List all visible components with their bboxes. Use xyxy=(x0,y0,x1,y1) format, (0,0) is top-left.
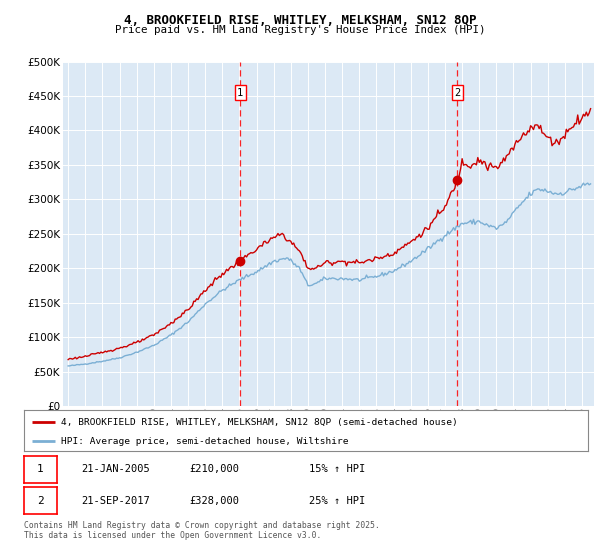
Text: 4, BROOKFIELD RISE, WHITLEY, MELKSHAM, SN12 8QP: 4, BROOKFIELD RISE, WHITLEY, MELKSHAM, S… xyxy=(124,14,476,27)
Text: 21-JAN-2005: 21-JAN-2005 xyxy=(81,464,150,474)
Text: 4, BROOKFIELD RISE, WHITLEY, MELKSHAM, SN12 8QP (semi-detached house): 4, BROOKFIELD RISE, WHITLEY, MELKSHAM, S… xyxy=(61,418,457,427)
Text: 2: 2 xyxy=(37,496,44,506)
Text: 21-SEP-2017: 21-SEP-2017 xyxy=(81,496,150,506)
Text: 1: 1 xyxy=(37,464,44,474)
Text: £328,000: £328,000 xyxy=(189,496,239,506)
Text: £210,000: £210,000 xyxy=(189,464,239,474)
Text: 1: 1 xyxy=(237,87,244,97)
Text: 2: 2 xyxy=(454,87,460,97)
Text: 25% ↑ HPI: 25% ↑ HPI xyxy=(309,496,365,506)
Text: HPI: Average price, semi-detached house, Wiltshire: HPI: Average price, semi-detached house,… xyxy=(61,437,348,446)
Text: 15% ↑ HPI: 15% ↑ HPI xyxy=(309,464,365,474)
Text: Price paid vs. HM Land Registry's House Price Index (HPI): Price paid vs. HM Land Registry's House … xyxy=(115,25,485,35)
Text: Contains HM Land Registry data © Crown copyright and database right 2025.
This d: Contains HM Land Registry data © Crown c… xyxy=(24,521,380,540)
